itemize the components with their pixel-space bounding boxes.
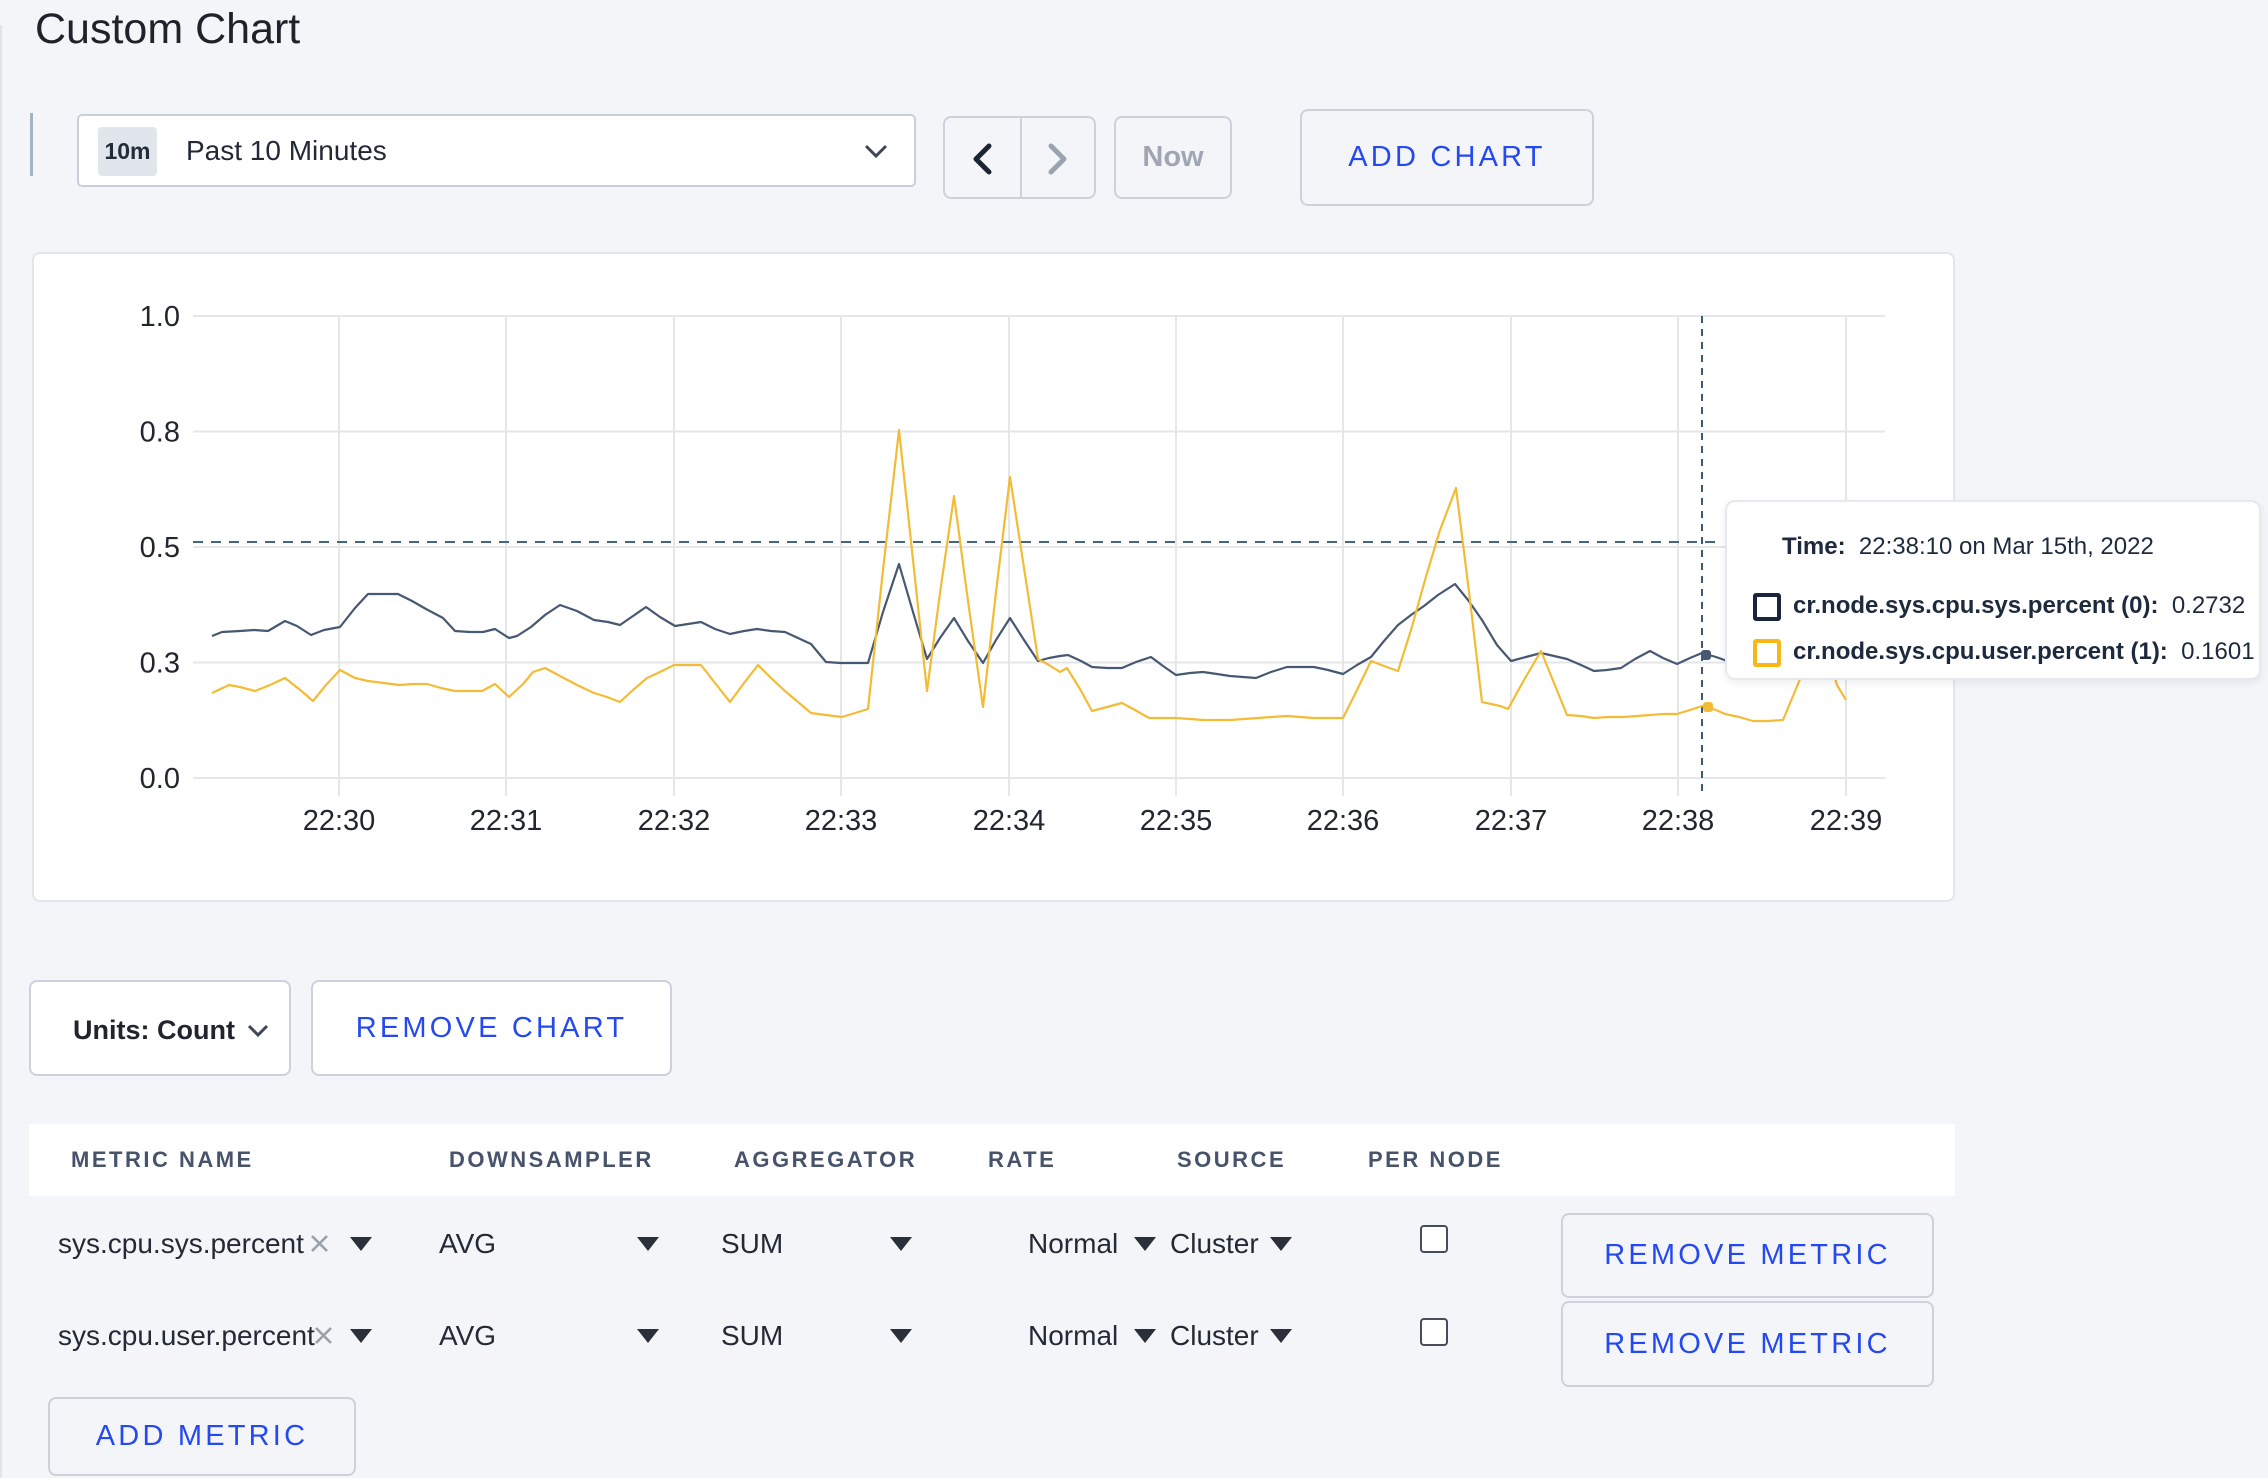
svg-text:1.0: 1.0 <box>140 301 180 333</box>
svg-text:0.0: 0.0 <box>140 763 180 795</box>
svg-text:22:31: 22:31 <box>470 805 543 837</box>
svg-text:22:32: 22:32 <box>638 805 711 837</box>
svg-text:0.3: 0.3 <box>140 648 180 680</box>
svg-text:22:30: 22:30 <box>303 805 376 837</box>
svg-text:22:36: 22:36 <box>1307 805 1380 837</box>
svg-text:0.5: 0.5 <box>140 532 180 564</box>
svg-text:22:34: 22:34 <box>973 805 1046 837</box>
svg-text:22:33: 22:33 <box>805 805 878 837</box>
svg-text:22:39: 22:39 <box>1810 805 1883 837</box>
svg-text:22:38: 22:38 <box>1642 805 1715 837</box>
svg-text:22:35: 22:35 <box>1140 805 1213 837</box>
svg-text:22:37: 22:37 <box>1475 805 1548 837</box>
svg-text:0.8: 0.8 <box>140 417 180 449</box>
